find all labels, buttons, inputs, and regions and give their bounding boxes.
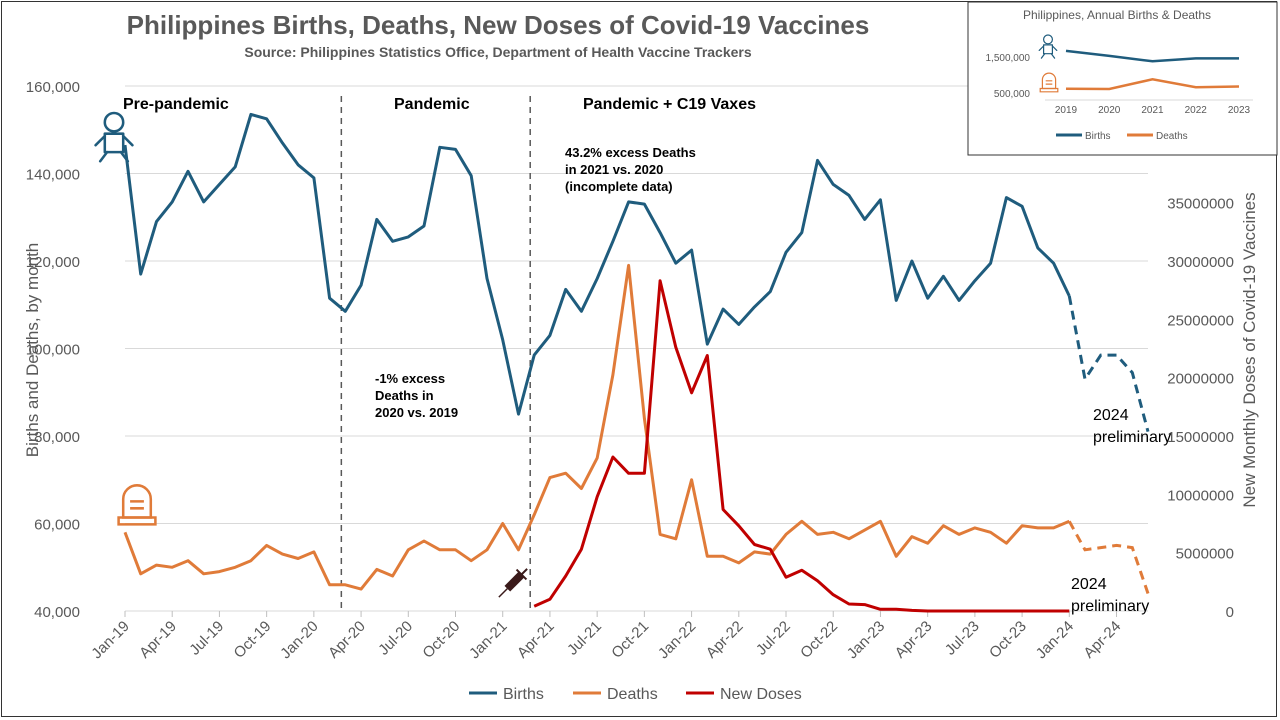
y-tick-label: 60,000: [34, 517, 80, 534]
annotation-line: preliminary: [1071, 598, 1149, 615]
series-line-births-preliminary: [1067, 295, 1150, 432]
y-tick-label: 140,000: [26, 167, 80, 184]
tombstone-icon: [1039, 72, 1059, 93]
tombstone-icon: [117, 484, 157, 526]
inset-frame: [967, 1, 1278, 156]
y2-tick-label: 5000000: [1176, 546, 1234, 563]
x-tick-label: Oct-22: [797, 618, 841, 662]
legend-label-new-doses: New Doses: [720, 686, 802, 703]
phase-label-pandemic: Pandemic: [394, 96, 470, 113]
x-tick-label: Jul-23: [942, 618, 983, 659]
y-tick-label: 120,000: [26, 254, 80, 271]
series-line-new-doses: [533, 279, 1070, 613]
series-line-deaths: [123, 263, 1070, 591]
inset-x-tick-label: 2022: [1185, 105, 1208, 116]
x-tick-label: Jul-20: [375, 618, 416, 659]
x-tick-label: Jan-19: [88, 618, 132, 662]
y2-tick-label: 20000000: [1167, 371, 1234, 388]
y-tick-label: 80,000: [34, 429, 80, 446]
chart-subtitle: Source: Philippines Statistics Office, D…: [244, 44, 751, 60]
annotation-prelim-deaths: 2024 preliminary: [1071, 576, 1149, 615]
annotation-excess-2021: 43.2% excess Deaths in 2021 vs. 2020 (in…: [565, 145, 696, 194]
legend-label-deaths: Deaths: [607, 686, 658, 703]
annotation-line: 2020 vs. 2019: [375, 405, 458, 420]
inset-chart: Philippines, Annual Births & Deaths 1,50…: [967, 1, 1278, 156]
x-tick-label: Jan-22: [655, 618, 699, 662]
x-tick-label: Jan-21: [466, 618, 510, 662]
x-tick-label: Apr-20: [325, 618, 369, 662]
x-tick-label: Jan-23: [844, 618, 888, 662]
x-tick-label: Jan-20: [277, 618, 321, 662]
inset-ytick: 500,000: [994, 89, 1031, 100]
inset-x-tick-label: 2020: [1098, 105, 1121, 116]
annotation-line: preliminary: [1093, 429, 1171, 446]
inset-x-tick-label: 2021: [1141, 105, 1164, 116]
y-axis-label: Births and Deaths, by month: [23, 243, 42, 458]
x-tick-label: Apr-24: [1080, 618, 1124, 662]
inset-x-tick-label: 2023: [1228, 105, 1251, 116]
inset-legend-label-deaths: Deaths: [1156, 131, 1188, 142]
series-line-births: [123, 112, 1071, 416]
annotation-line: 2024: [1093, 407, 1129, 424]
annotation-line: 43.2% excess Deaths: [565, 145, 696, 160]
phase-label-vaxes: Pandemic + C19 Vaxes: [583, 96, 756, 113]
phase-label-pre-pandemic: Pre-pandemic: [123, 96, 229, 113]
y2-tick-label: 30000000: [1167, 254, 1234, 271]
annotation-line: Deaths in: [375, 388, 434, 403]
x-tick-label: Apr-22: [703, 618, 747, 662]
baby-icon: [1038, 34, 1058, 59]
y-tick-label: 40,000: [34, 604, 80, 621]
inset-legend-label-births: Births: [1085, 131, 1111, 142]
y2-tick-label: 15000000: [1167, 429, 1234, 446]
x-tick-label: Oct-19: [231, 618, 275, 662]
y2-tick-label: 35000000: [1167, 196, 1234, 213]
annotation-line: (incomplete data): [565, 179, 673, 194]
x-tick-label: Jul-21: [564, 618, 605, 659]
y-tick-label: 160,000: [26, 79, 80, 96]
y2-tick-label: 0: [1226, 604, 1234, 621]
annotation-excess-2020: -1% excess Deaths in 2020 vs. 2019: [375, 371, 458, 420]
legend-label-births: Births: [503, 686, 544, 703]
inset-ytick: 1,500,000: [986, 53, 1031, 64]
y2-tick-label: 10000000: [1167, 487, 1234, 504]
inset-series-line-deaths: [1065, 78, 1240, 91]
annotation-line: in 2021 vs. 2020: [565, 162, 663, 177]
x-tick-label: Jul-22: [753, 618, 794, 659]
inset-x-tick-label: 2019: [1055, 105, 1078, 116]
x-tick-label: Apr-21: [514, 618, 558, 662]
chart-title: Philippines Births, Deaths, New Doses of…: [127, 10, 870, 40]
inset-title: Philippines, Annual Births & Deaths: [1023, 8, 1211, 22]
x-tick-label: Apr-23: [892, 618, 936, 662]
annotation-prelim-births: 2024 preliminary: [1093, 407, 1171, 446]
inset-series-line-births: [1065, 49, 1239, 63]
x-tick-label: Oct-23: [986, 618, 1030, 662]
legend: Births Deaths New Doses: [469, 686, 802, 703]
annotation-line: -1% excess: [375, 371, 445, 386]
x-tick-label: Oct-21: [608, 618, 652, 662]
y-tick-label: 100,000: [26, 342, 80, 359]
x-tick-label: Oct-20: [419, 618, 463, 662]
x-tick-label: Apr-19: [136, 618, 180, 662]
x-tick-label: Jan-24: [1033, 618, 1077, 662]
y2-axis-label: New Monthly Doses of Covid-19 Vaccines: [1240, 192, 1259, 507]
annotation-line: 2024: [1071, 576, 1107, 593]
x-tick-label: Jul-19: [186, 618, 227, 659]
syringe-icon: [498, 568, 528, 598]
baby-icon: [94, 111, 134, 163]
y2-tick-label: 25000000: [1167, 312, 1234, 329]
